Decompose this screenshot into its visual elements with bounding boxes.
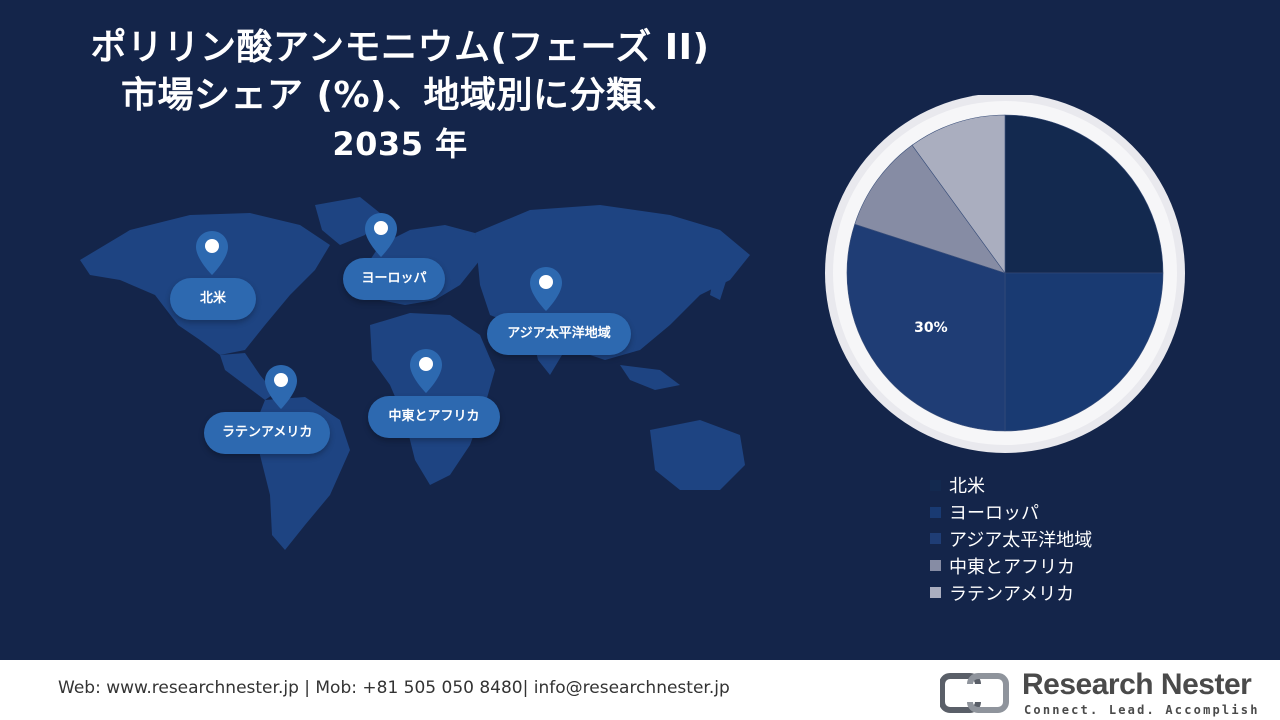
se-asia-shape: [620, 365, 680, 390]
legend-swatch: [930, 587, 941, 599]
legend-item: ラテンアメリカ: [930, 579, 1092, 606]
europe-pin-icon: [365, 213, 397, 257]
australia-shape: [650, 420, 745, 490]
logo-icon: [940, 673, 1009, 713]
pie-slice-1: [1004, 114, 1164, 274]
latin-america-pin-icon: [265, 365, 297, 409]
legend-label: ヨーロッパ: [949, 503, 1039, 525]
region-label-north-america: 北米: [170, 278, 256, 320]
pie-slice-4: [854, 144, 1006, 274]
pie-data-label-3: 30%: [914, 320, 948, 336]
legend-swatch: [930, 479, 941, 491]
legend-label: アジア太平洋地域: [949, 529, 1093, 551]
greenland-shape: [315, 197, 380, 245]
title-line-2: 市場シェア (%)、地域別に分類、: [120, 75, 679, 116]
region-label-asia-pacific: アジア太平洋地域: [487, 313, 631, 355]
central-america-shape: [220, 353, 275, 400]
asia-pacific-pin-icon: [530, 267, 562, 311]
pie-chart: 30%: [825, 95, 1185, 453]
legend-label: 中東とアフリカ: [949, 556, 1075, 578]
legend-label: ラテンアメリカ: [949, 583, 1075, 605]
legend-item: 中東とアフリカ: [930, 552, 1092, 579]
japan-shape: [710, 270, 728, 300]
infographic-panel: ポリリン酸アンモニウム(フェーズ II) 市場シェア (%)、地域別に分類、 2…: [0, 0, 1280, 660]
pie-slice-2: [1004, 272, 1164, 432]
legend-item: アジア太平洋地域: [930, 526, 1092, 553]
chart-legend: 北米ヨーロッパアジア太平洋地域 中東とアフリカ ラテンアメリカ: [930, 472, 1092, 606]
title-line-1: ポリリン酸アンモニウム(フェーズ II): [90, 27, 710, 68]
logo-tagline: Connect. Lead. Accomplish: [1024, 703, 1260, 717]
legend-swatch: [930, 506, 941, 518]
legend-item: 北米: [930, 472, 1092, 499]
pie-slice-5: [911, 114, 1006, 274]
legend-label: 北米: [949, 476, 985, 498]
middle-east-africa-pin-icon: [410, 349, 442, 393]
region-label-middle-east-africa: 中東とアフリカ: [368, 396, 500, 438]
north-america-pin-icon: [196, 231, 228, 275]
legend-item: ヨーロッパ: [930, 499, 1092, 526]
research-nester-logo: Research Nester Connect. Lead. Accomplis…: [940, 668, 1257, 718]
region-label-latin-america: ラテンアメリカ: [204, 412, 330, 454]
footer-contact: Web: www.researchnester.jp | Mob: +81 50…: [58, 678, 730, 698]
legend-swatch: [930, 533, 941, 545]
region-label-europe: ヨーロッパ: [343, 258, 445, 300]
page-title: ポリリン酸アンモニウム(フェーズ II) 市場シェア (%)、地域別に分類、 2…: [40, 24, 760, 168]
pie-slice-3: [846, 223, 1006, 432]
logo-name: Research Nester: [1022, 668, 1252, 701]
legend-swatch: [930, 560, 941, 572]
title-line-3: 2035 年: [332, 125, 468, 163]
